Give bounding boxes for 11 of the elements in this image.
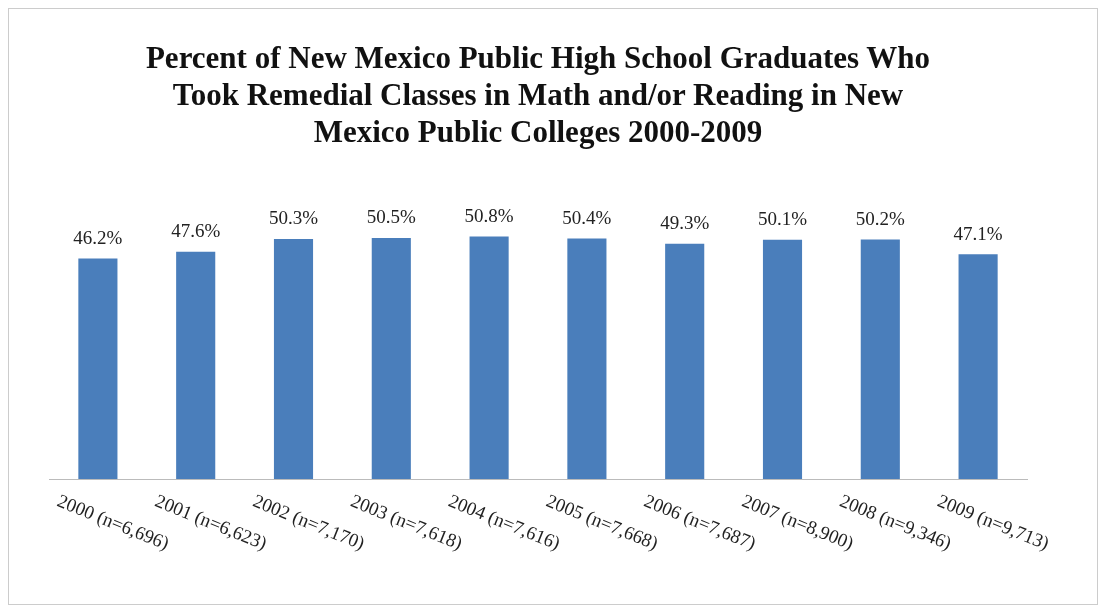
data-label: 50.4%	[562, 206, 612, 228]
data-label: 50.1%	[757, 208, 808, 230]
data-label: 47.1%	[953, 222, 1003, 244]
data-label: 49.3%	[660, 212, 710, 234]
data-label: 47.6%	[171, 220, 221, 242]
chart-title: Percent of New Mexico Public High School Graduates Who Took Remedial Classes in Math and/or Reading in New Mexico Public Colleges 2000-2009	[145, 39, 931, 150]
data-label: 50.3%	[268, 207, 319, 229]
data-label: 50.2%	[855, 207, 906, 229]
data-label: 50.5%	[366, 206, 417, 228]
data-label: 46.2%	[73, 226, 123, 248]
data-label: 50.8%	[464, 205, 514, 226]
